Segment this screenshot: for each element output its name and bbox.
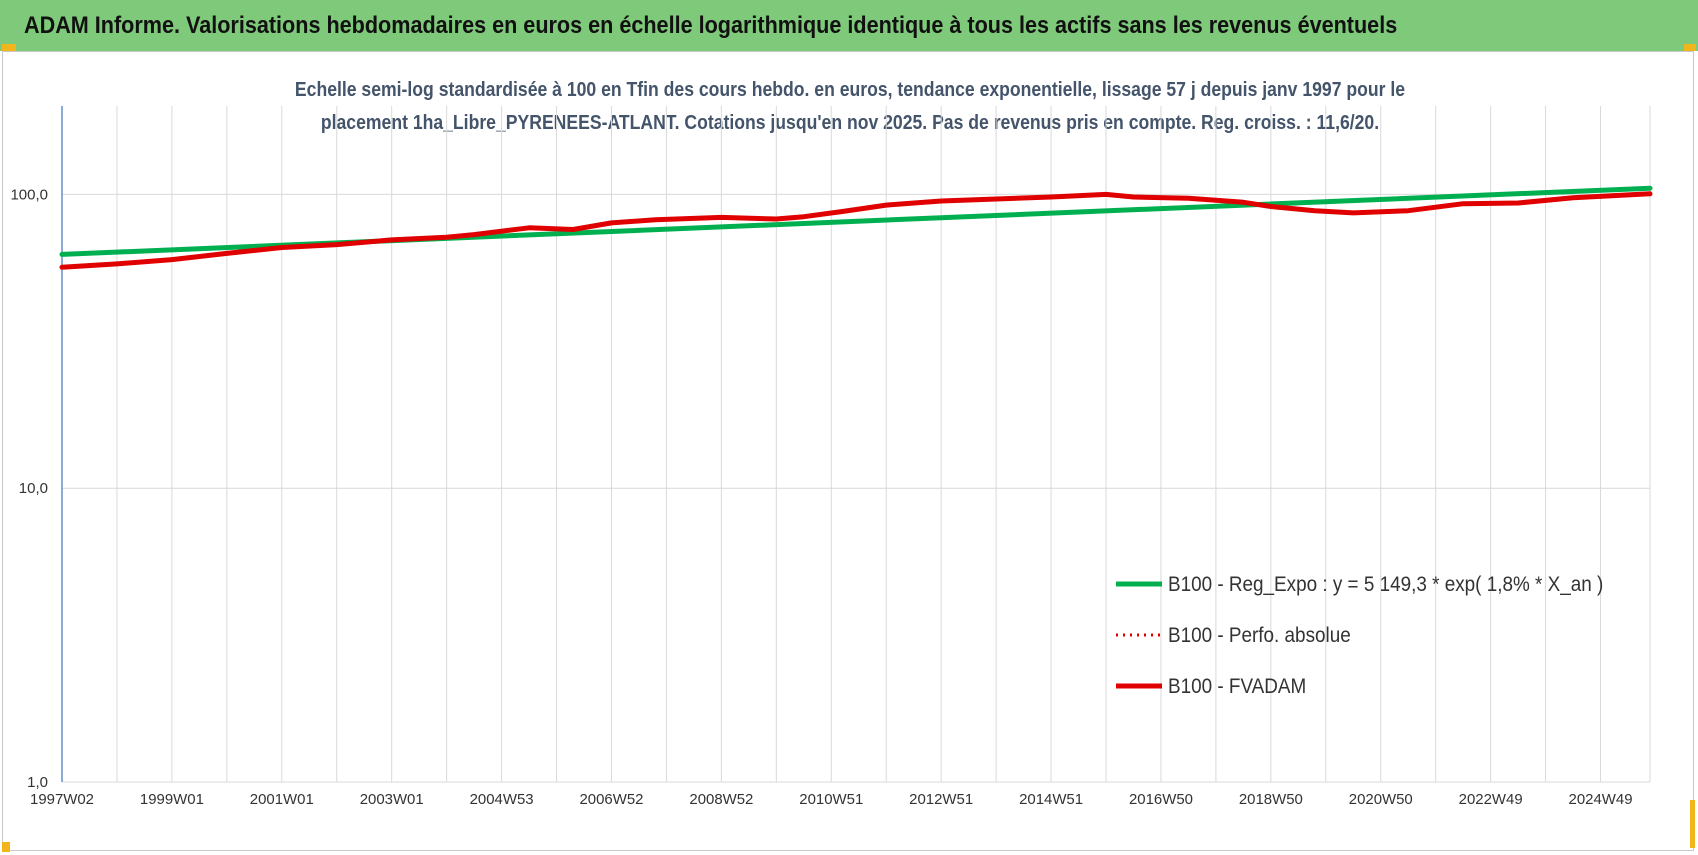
report-title: ADAM Informe. Valorisations hebdomadaire… (24, 11, 1398, 39)
chart-title-line-2: placement 1ha_Libre_PYRENEES-ATLANT. Cot… (320, 112, 1380, 134)
x-tick-label: 2014W51 (1019, 791, 1083, 808)
y-tick-label: 1,0 (27, 774, 48, 791)
chart-frame (2, 51, 1694, 851)
tick-labels: 1,0 10,0 100,0 1997W02 1999W01 2001W01 2003W01… (10, 186, 1632, 808)
x-tick-label: 2001W01 (250, 791, 314, 808)
x-tick-label: 2012W51 (909, 791, 973, 808)
x-tick-label: 2008W52 (689, 791, 753, 808)
report-banner: ADAM Informe. Valorisations hebdomadaire… (0, 0, 1698, 51)
x-tick-label: 2018W50 (1239, 791, 1303, 808)
legend-label-1: B100 - Reg_Expo : y = 5 149,3 * exp( 1,8… (1168, 573, 1603, 596)
chart-title-line-1: Echelle semi-log standardisée à 100 en T… (294, 79, 1406, 101)
y-tick-label: 100,0 (10, 186, 48, 203)
y-tick-label: 10,0 (19, 480, 48, 497)
x-tick-label: 2016W50 (1129, 791, 1193, 808)
x-tick-label: 2022W49 (1459, 791, 1523, 808)
x-tick-label: 2003W01 (360, 791, 424, 808)
legend: B100 - Reg_Expo : y = 5 149,3 * exp( 1,8… (1116, 573, 1603, 698)
x-tick-label: 2020W50 (1349, 791, 1413, 808)
x-tick-label: 2006W52 (579, 791, 643, 808)
x-tick-label: 1999W01 (140, 791, 204, 808)
series-lines (59, 185, 1653, 270)
chart-title: Echelle semi-log standardisée à 100 en T… (150, 74, 1550, 140)
resize-handle-right[interactable] (1690, 800, 1695, 848)
x-tick-label: 1997W02 (30, 791, 94, 808)
resize-handle-top-left[interactable] (2, 44, 16, 51)
resize-handle-top-right[interactable] (1684, 44, 1696, 51)
legend-label-2: B100 - Perfo. absolue (1168, 624, 1351, 647)
resize-handle-bottom-left[interactable] (2, 842, 10, 852)
x-tick-label: 2010W51 (799, 791, 863, 808)
x-tick-label: 2024W49 (1569, 791, 1633, 808)
series-line-3 (59, 191, 1653, 270)
legend-label-3: B100 - FVADAM (1168, 675, 1306, 698)
x-tick-label: 2004W53 (470, 791, 534, 808)
